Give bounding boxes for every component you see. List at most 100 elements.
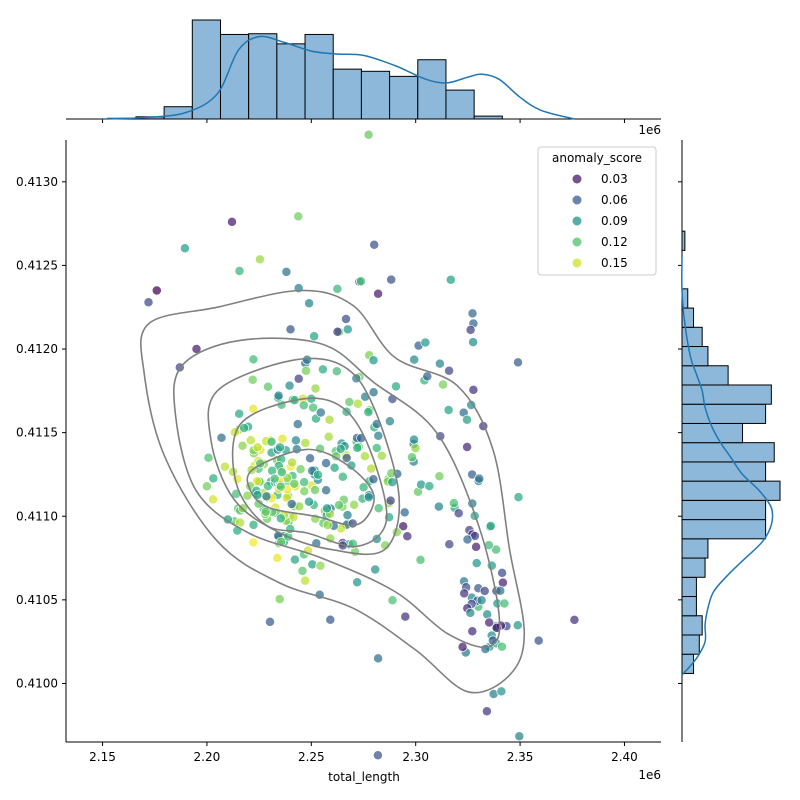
scatter-point (310, 383, 321, 394)
scatter-point (358, 482, 369, 493)
scatter-point (234, 408, 245, 419)
scatter-point (370, 564, 381, 575)
scatter-point (295, 464, 306, 475)
scatter-point (331, 366, 342, 377)
x-tick-label: 2.35 (507, 750, 534, 764)
scatter-point (313, 469, 323, 480)
scatter-point (499, 598, 510, 609)
scatter-point (292, 419, 303, 430)
x-tick-label: 2.15 (89, 750, 116, 764)
y-hist-bar (681, 403, 767, 424)
scatter-point (462, 534, 473, 545)
scatter-point (245, 435, 256, 446)
y-tick-label: 0.4105 (16, 593, 58, 607)
scatter-point (373, 430, 384, 441)
scatter-point (496, 686, 507, 697)
scatter-point (468, 384, 479, 395)
scatter-point (433, 501, 444, 512)
scatter-point (275, 481, 286, 492)
x-hist-bar (248, 33, 278, 120)
scatter-point (356, 276, 366, 287)
scatter-point (151, 285, 162, 296)
scatter-point (385, 495, 396, 506)
y-kde-curve (681, 257, 774, 676)
scatter-point (337, 471, 348, 482)
scatter-point (480, 644, 491, 654)
scatter-point (569, 614, 580, 625)
scatter-point (301, 365, 311, 376)
scatter-point (352, 398, 363, 409)
scatter-point (359, 451, 370, 462)
legend-label-5: 0.15 (601, 256, 628, 270)
scatter-point (513, 357, 523, 368)
scatter-point (322, 520, 333, 530)
scatter-point (466, 400, 477, 410)
scatter-point (179, 243, 190, 254)
y-tick-label: 0.4110 (16, 509, 58, 523)
scatter-point (234, 266, 245, 276)
scatter-point (299, 486, 310, 497)
scatter-point (444, 539, 455, 550)
scatter-point (391, 381, 401, 392)
scatter-point (448, 498, 459, 509)
x-hist-bar (219, 33, 250, 120)
x-tick-label: 2.30 (402, 750, 429, 764)
scatter-point (201, 481, 212, 492)
scatter-point (335, 443, 346, 454)
scatter-point (321, 458, 332, 469)
scatter-point (344, 397, 355, 407)
scatter-point (465, 324, 476, 335)
y-tick-label: 0.4115 (16, 426, 58, 440)
y-marginal-histogram (678, 140, 781, 742)
y-hist-bar (681, 538, 709, 559)
scatter-point (281, 266, 292, 277)
scatter-point (434, 471, 445, 482)
scatter-point (309, 331, 320, 342)
legend-marker-1 (572, 174, 582, 184)
scatter-point (300, 438, 311, 448)
scatter-point (484, 617, 495, 628)
scatter-point (485, 521, 496, 531)
scatter-point (285, 524, 296, 534)
scatter-point (291, 444, 302, 455)
y-tick-label: 0.4100 (16, 676, 58, 690)
scatter-point (467, 626, 478, 637)
scatter-point (237, 440, 248, 451)
scatter-point (305, 453, 316, 464)
y-hist-bar (681, 365, 729, 386)
scatter-point (329, 462, 340, 473)
scatter-point (321, 485, 332, 496)
scatter-point (285, 324, 296, 335)
scatter-point (481, 706, 492, 717)
scatter-point (298, 400, 309, 411)
scatter-point (424, 481, 435, 492)
y-tick-label: 0.4130 (16, 175, 58, 189)
scatter-point (373, 503, 384, 514)
kde-contour-3 (207, 357, 401, 556)
scatter-point (497, 641, 507, 652)
kde-contour-1 (139, 289, 526, 694)
scatter-point (277, 433, 288, 444)
scatter-point (304, 496, 314, 507)
scatter-point (275, 513, 286, 524)
scatter-point (434, 358, 445, 369)
y-hist-bar (681, 519, 767, 540)
scatter-point (363, 407, 374, 418)
x-hist-bar (445, 89, 475, 120)
scatter-point (307, 559, 318, 570)
scatter-point (349, 499, 360, 510)
scatter-point (513, 492, 524, 503)
scatter-point (467, 308, 478, 319)
scatter-point (323, 431, 334, 442)
scatter-point (438, 379, 448, 390)
scatter-point (299, 477, 310, 488)
scatter-point (269, 473, 280, 484)
legend-label-1: 0.03 (601, 172, 628, 186)
scatter-point (284, 380, 295, 391)
scatter-point (263, 381, 273, 392)
scatter-point (445, 274, 456, 285)
legend-label-2: 0.06 (601, 193, 628, 207)
y-hist-bar (681, 499, 767, 521)
scatter-point (482, 609, 493, 620)
scatter-point (334, 500, 344, 511)
